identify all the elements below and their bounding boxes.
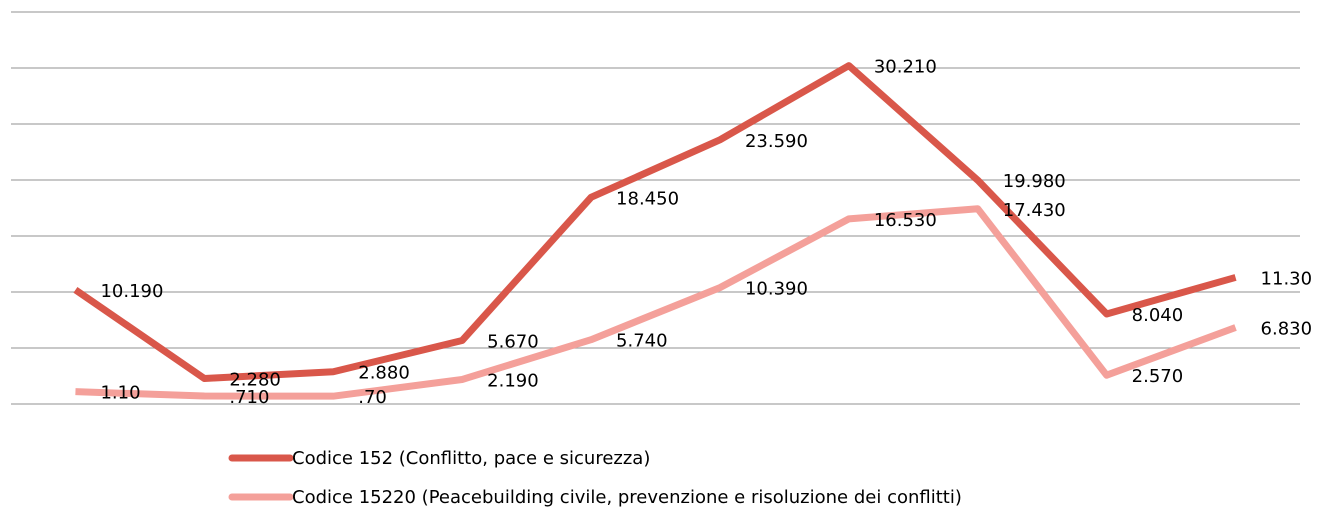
data-label: 30.210 (874, 57, 937, 78)
data-label: 2.280 (229, 369, 281, 390)
legend-label: Codice 152 (Conflitto, pace e sicurezza) (292, 448, 650, 469)
data-label: 1.10 (100, 383, 140, 404)
data-label: 23.590 (745, 131, 808, 152)
data-label: 17.430 (1003, 200, 1066, 221)
data-label: 11.30 (1261, 268, 1313, 289)
data-label: 2.880 (358, 363, 410, 384)
data-label: .70 (358, 387, 387, 408)
data-label: 5.670 (487, 331, 539, 352)
data-label: 2.190 (487, 370, 539, 391)
series-line (75, 205, 1237, 400)
data-label: 18.450 (616, 188, 679, 209)
data-label: .710 (229, 387, 269, 408)
data-label: 8.040 (1132, 305, 1184, 326)
legend-label: Codice 15220 (Peacebuilding civile, prev… (292, 487, 962, 508)
data-label: 6.830 (1261, 319, 1313, 340)
data-label: 2.570 (1132, 366, 1184, 387)
data-label: 10.390 (745, 279, 808, 300)
series-line (73, 62, 1237, 382)
data-label: 10.190 (100, 281, 163, 302)
data-label: 16.530 (874, 210, 937, 231)
data-label: 19.980 (1003, 171, 1066, 192)
data-label: 5.740 (616, 331, 668, 352)
